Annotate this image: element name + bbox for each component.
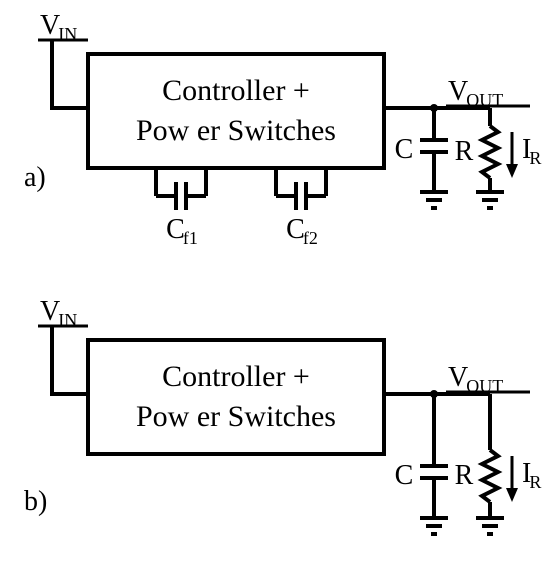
controller-block-a [88,54,384,168]
flying-cap-cf2 [276,168,326,210]
block-line2-b: Pow er Switches [136,400,336,433]
controller-block-b [88,340,384,454]
panel-label-b: b) [24,486,47,517]
r-label-b: R [455,460,474,491]
block-line2-a: Pow er Switches [136,114,336,147]
block-line1-a: Controller + [162,74,310,107]
c-label-a: C [395,134,414,165]
diagram-root: VIN Controller + Pow er Switches VOUT C … [24,10,541,534]
flying-cap-cf1 [156,168,206,210]
panel-b: VIN Controller + Pow er Switches VOUT C … [24,296,541,534]
r-label-a: R [455,136,474,167]
panel-label-a: a) [24,162,46,193]
ground-c-a [420,192,448,208]
resistor-r-b [482,450,498,518]
vin-wire-a [52,40,88,108]
capacitor-c-b [420,466,448,518]
resistor-r-a [482,126,498,192]
vin-wire-b [52,326,88,394]
ir-label-a: IR [522,134,541,168]
cf1-label: Cf1 [166,214,198,248]
panel-a: VIN Controller + Pow er Switches VOUT C … [24,10,541,248]
capacitor-c-a [420,140,448,192]
ground-r-a [476,192,504,208]
block-line1-b: Controller + [162,360,310,393]
cf2-label: Cf2 [286,214,318,248]
ground-r-b [476,518,504,534]
current-arrow-b [506,456,518,502]
c-label-b: C [395,460,414,491]
ground-c-b [420,518,448,534]
ir-label-b: IR [522,458,541,492]
current-arrow-a [506,132,518,178]
